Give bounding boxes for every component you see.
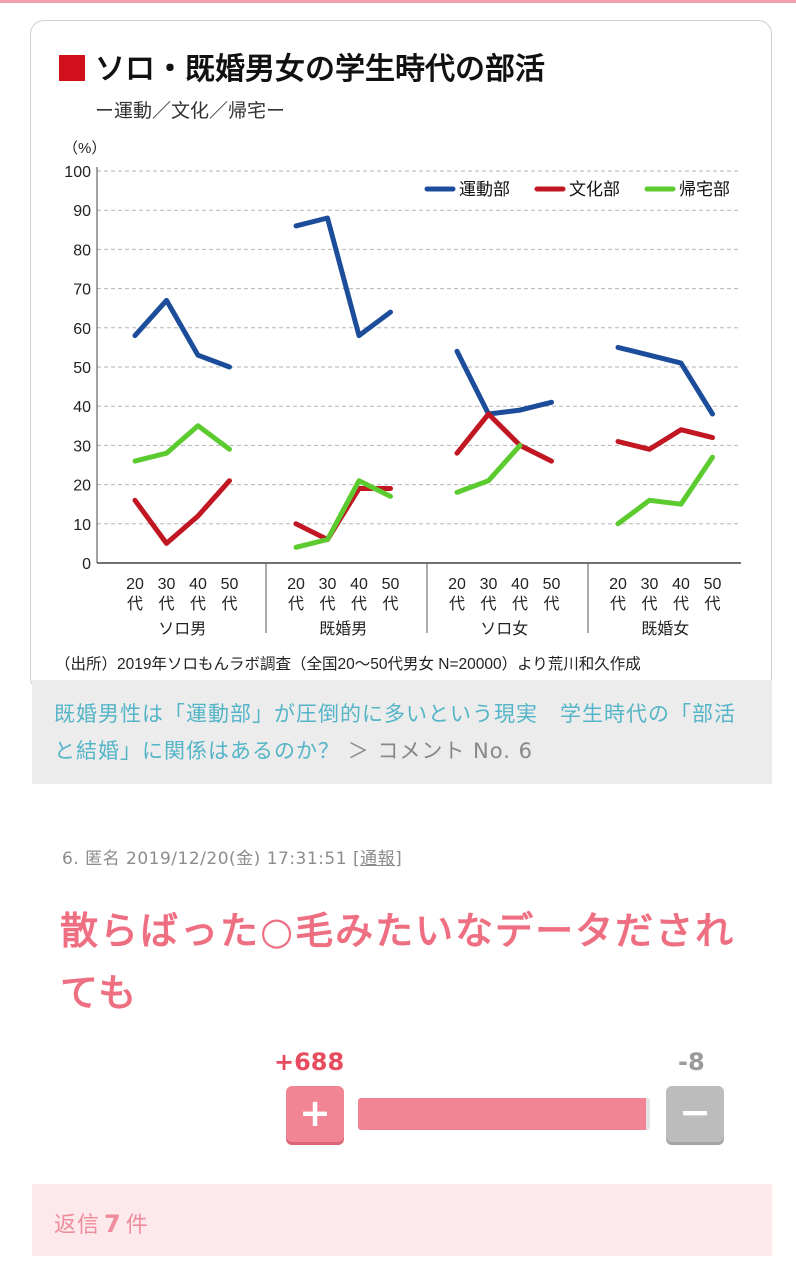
y-tick-label: 100	[64, 164, 91, 181]
x-tick-suffix: 代	[288, 595, 304, 613]
chart-card: ソロ・既婚男女の学生時代の部活ー運動／文化／帰宅ー （%） 0 10 20 30 40 50 6…	[30, 20, 772, 692]
x-tick-age: 40	[350, 576, 368, 593]
chart-title: ソロ・既婚男女の学生時代の部活	[95, 52, 545, 86]
comment-author: 匿名	[85, 849, 121, 869]
article-link[interactable]: 既婚男性は「運動部」が圧倒的に多いという現実 学生時代の「部活と結婚」に関係はあ…	[54, 702, 736, 763]
x-tick-suffix: 代	[190, 595, 206, 613]
group-label: ソロ女	[480, 619, 528, 638]
x-tick-age: 30	[641, 576, 659, 593]
chart-source: （出所）2019年ソロもんラボ調査（全国20〜50代男女 N=20000）より荒…	[55, 654, 641, 673]
x-tick-age: 50	[221, 576, 239, 593]
x-tick-suffix: 代	[449, 595, 465, 613]
series-line-運動部	[293, 215, 393, 339]
y-tick-label: 30	[73, 438, 91, 455]
caption-separator: ＞	[347, 739, 370, 763]
x-tick-age: 40	[189, 576, 207, 593]
legend-label: 帰宅部	[679, 180, 730, 199]
y-tick-label: 40	[73, 399, 91, 416]
x-tick-suffix: 代	[480, 595, 496, 613]
x-tick-age: 20	[448, 576, 466, 593]
x-tick-suffix: 代	[319, 595, 335, 613]
x-tick-suffix: 代	[543, 595, 559, 613]
x-tick-age: 30	[319, 576, 337, 593]
x-tick-suffix: 代	[641, 595, 657, 613]
comment-index: 6.	[62, 849, 80, 869]
x-tick-age: 20	[287, 576, 305, 593]
y-tick-label: 90	[73, 203, 91, 220]
group-label: 既婚男	[319, 620, 367, 638]
y-tick-label: 70	[73, 282, 91, 299]
series-line-運動部	[454, 348, 554, 417]
x-tick-age: 50	[382, 576, 400, 593]
comment-meta: 6. 匿名 2019/12/20(金) 17:31:51 [通報]	[62, 844, 402, 869]
x-tick-suffix: 代	[221, 595, 237, 613]
comment-datetime: 2019/12/20(金) 17:31:51	[126, 849, 348, 869]
group-label: ソロ男	[158, 621, 206, 638]
plus-count: +688	[274, 1048, 345, 1076]
series-line-運動部	[132, 297, 232, 370]
x-tick-suffix: 代	[382, 595, 398, 613]
reply-suffix: 件	[125, 1213, 149, 1238]
report-bracket-close: ]	[395, 849, 403, 869]
x-tick-age: 50	[704, 576, 722, 593]
x-tick-age: 20	[609, 576, 627, 593]
vote-ratio-fill	[358, 1098, 647, 1130]
comment-block: 6. 匿名 2019/12/20(金) 17:31:51 [通報] 散らばった○…	[32, 800, 770, 1176]
x-tick-suffix: 代	[512, 595, 528, 613]
comment-number-label: コメント No. 6	[377, 739, 533, 763]
x-tick-age: 40	[672, 576, 690, 593]
comment-text: 散らばった○毛みたいなデータだされても	[60, 909, 736, 1015]
series-line-文化部	[132, 478, 232, 546]
series-line-帰宅部	[132, 423, 232, 464]
y-tick-label: 50	[73, 360, 91, 377]
x-tick-suffix: 代	[704, 595, 720, 613]
minus-vote-button[interactable]: −	[666, 1086, 724, 1142]
y-tick-label: 80	[73, 242, 91, 259]
x-tick-suffix: 代	[158, 595, 174, 613]
legend-label: 文化部	[569, 180, 620, 199]
y-tick-label: 0	[82, 556, 91, 573]
top-rule	[0, 0, 796, 3]
series-line-文化部	[454, 411, 554, 464]
article-caption: 既婚男性は「運動部」が圧倒的に多いという現実 学生時代の「部活と結婚」に関係はあ…	[32, 680, 772, 784]
series-line-運動部	[615, 344, 715, 417]
minus-count: -8	[678, 1048, 705, 1076]
x-tick-age: 40	[511, 576, 529, 593]
x-tick-age: 50	[543, 576, 561, 593]
title-marker-square	[59, 55, 85, 81]
x-tick-suffix: 代	[610, 595, 626, 613]
group-label: 既婚女	[641, 619, 689, 638]
x-tick-suffix: 代	[351, 595, 367, 613]
series-line-帰宅部	[454, 442, 523, 495]
plus-vote-button[interactable]: +	[286, 1086, 344, 1142]
y-tick-label: 60	[73, 321, 91, 338]
report-link[interactable]: 通報	[360, 849, 396, 869]
x-tick-suffix: 代	[127, 595, 143, 613]
reply-prefix: 返信	[54, 1213, 101, 1238]
report-bracket-open: [	[352, 849, 361, 869]
series-line-文化部	[615, 427, 715, 452]
x-tick-age: 20	[126, 576, 144, 593]
reply-count: 7	[104, 1210, 122, 1238]
y-unit-label: （%）	[63, 140, 106, 157]
vote-ratio-bar	[358, 1098, 650, 1130]
y-tick-label: 20	[73, 478, 91, 495]
chart-subtitle: ー運動／文化／帰宅ー	[95, 100, 285, 122]
y-tick-label: 10	[73, 517, 91, 534]
x-tick-age: 30	[158, 576, 176, 593]
series-line-帰宅部	[615, 454, 715, 527]
x-tick-age: 30	[480, 576, 498, 593]
series-line-帰宅部	[293, 478, 393, 550]
legend-label: 運動部	[459, 180, 510, 199]
x-tick-suffix: 代	[673, 595, 689, 613]
reply-button[interactable]: 返信 7 件	[32, 1184, 772, 1256]
